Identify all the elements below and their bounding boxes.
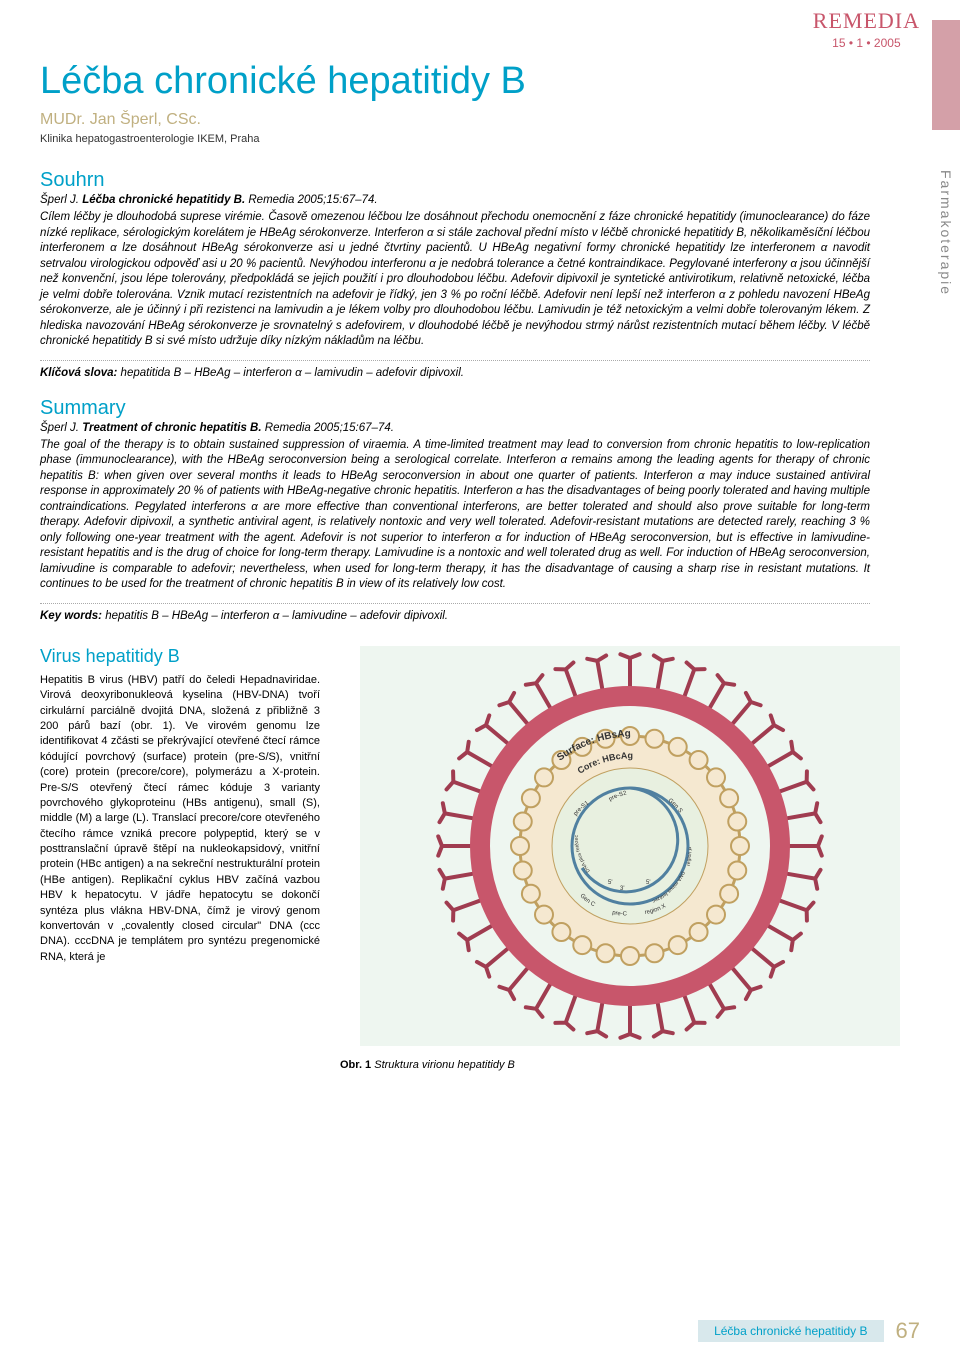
summary-body: The goal of the therapy is to obtain sus… [40,438,870,593]
souhrn-citation-title: Léčba chronické hepatitidy B. [82,194,245,206]
souhrn-kw-value: hepatitida B – HBeAg – interferon α – la… [121,367,464,379]
summary-citation-title: Treatment of chronic hepatitis B. [82,422,261,434]
article-title: Léčba chronické hepatitidy B [40,60,920,103]
summary-kw-label: Key words: [40,610,102,622]
souhrn-body: Cílem léčby je dlouhodobá suprese virémi… [40,210,870,350]
side-tab [932,20,960,130]
figure-caption-text: Struktura virionu hepatitidy B [374,1059,515,1071]
article-author: MUDr. Jan Šperl, CSc. [40,111,920,129]
page-footer: Léčba chronické hepatitidy B 67 [698,1318,920,1344]
summary-block: Summary Šperl J. Treatment of chronic he… [40,397,870,622]
figure-caption: Obr. 1 Struktura virionu hepatitidy B [340,1059,920,1071]
souhrn-citation-author: Šperl J. [40,194,79,206]
journal-issue: 15 • 1 • 2005 [813,36,920,50]
footer-title: Léčba chronické hepatitidy B [698,1320,883,1342]
journal-name: REMEDIA [813,8,920,34]
virion-svg: Surface: HBsAg Core: HBcAg pre-S2 Gen S … [360,646,900,1046]
summary-heading: Summary [40,397,870,420]
souhrn-kw-label: Klíčová slova: [40,367,117,379]
souhrn-keywords: Klíčová slova: hepatitida B – HBeAg – in… [40,360,870,379]
figure-caption-label: Obr. 1 [340,1059,371,1071]
article-affiliation: Klinika hepatogastroenterologie IKEM, Pr… [40,133,920,145]
footer-page-number: 67 [896,1318,920,1344]
summary-keywords: Key words: hepatitis B – HBeAg – interfe… [40,603,870,622]
souhrn-citation-ref: Remedia 2005;15:67–74. [248,194,377,206]
souhrn-block: Souhrn Šperl J. Léčba chronické hepatiti… [40,169,870,379]
label-5prime-2: 5' [646,880,650,886]
side-label: Farmakoterapie [938,170,954,296]
summary-citation-ref: Remedia 2005;15:67–74. [265,422,394,434]
text-column: Virus hepatitidy B Hepatitis B virus (HB… [40,646,320,1071]
souhrn-citation: Šperl J. Léčba chronické hepatitidy B. R… [40,194,870,206]
figure-column: Surface: HBsAg Core: HBcAg pre-S2 Gen S … [340,646,920,1071]
label-3prime: 3' [620,886,624,892]
summary-citation: Šperl J. Treatment of chronic hepatitis … [40,422,870,434]
summary-kw-value: hepatitis B – HBeAg – interferon α – lam… [105,610,448,622]
journal-header: REMEDIA 15 • 1 • 2005 [813,8,920,50]
figure-virion: Surface: HBsAg Core: HBcAg pre-S2 Gen S … [340,646,920,1071]
section-body: Hepatitis B virus (HBV) patří do čeledi … [40,673,320,965]
label-5prime-1: 5' [608,880,612,886]
section-heading: Virus hepatitidy B [40,646,320,667]
summary-citation-author: Šperl J. [40,422,79,434]
souhrn-heading: Souhrn [40,169,870,192]
